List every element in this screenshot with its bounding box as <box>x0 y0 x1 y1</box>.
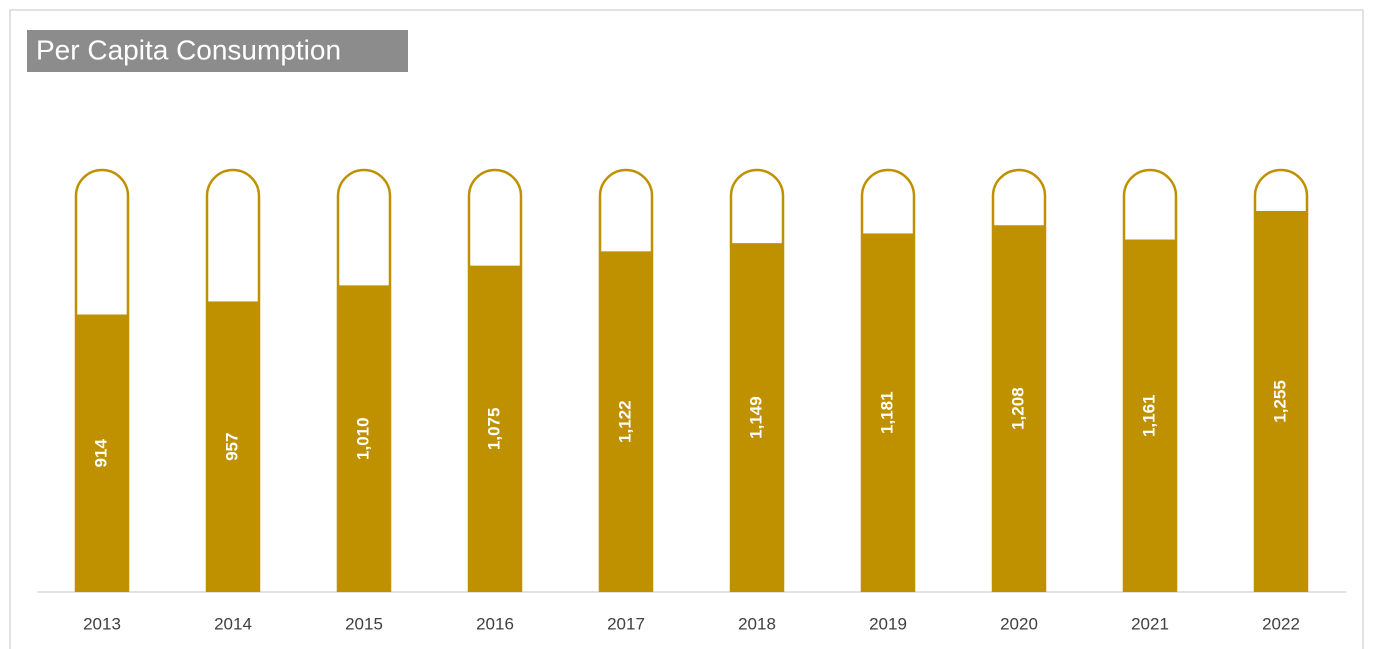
x-tick-label: 2021 <box>1131 614 1169 633</box>
capsule-outline <box>991 168 1047 592</box>
capsule-outline <box>336 168 392 592</box>
value-label: 1,075 <box>484 408 503 451</box>
title-box <box>27 30 408 72</box>
x-tick-label: 2022 <box>1262 614 1300 633</box>
x-tick-label: 2015 <box>345 614 383 633</box>
bar <box>1124 239 1176 592</box>
value-label: 1,208 <box>1008 387 1027 430</box>
value-label: 1,161 <box>1139 394 1158 437</box>
bar <box>993 225 1045 592</box>
capsule-outline <box>1122 168 1178 592</box>
bar <box>862 233 914 593</box>
x-tick-label: 2019 <box>869 614 907 633</box>
bar <box>207 301 259 592</box>
bar <box>338 285 390 592</box>
bar <box>1255 210 1307 593</box>
bar <box>600 251 652 593</box>
capsule-outline <box>860 168 916 592</box>
bar <box>731 243 783 592</box>
x-tick-label: 2018 <box>738 614 776 633</box>
x-tick-label: 2017 <box>607 614 645 633</box>
capsule-outline <box>467 168 523 592</box>
x-tick-label: 2016 <box>476 614 514 633</box>
bar <box>469 265 521 592</box>
value-label: 1,149 <box>746 396 765 439</box>
x-tick-label: 2014 <box>214 614 252 633</box>
value-label: 1,010 <box>353 417 372 460</box>
value-label: 1,181 <box>877 391 896 434</box>
bar <box>76 314 128 592</box>
x-tick-label: 2013 <box>83 614 121 633</box>
value-label: 957 <box>222 433 241 461</box>
x-tick-label: 2020 <box>1000 614 1038 633</box>
capsule-outline <box>598 168 654 592</box>
frame <box>9 9 1364 649</box>
capsule-outline <box>205 168 261 592</box>
capsule-outline <box>729 168 785 592</box>
capsule-outline <box>74 168 130 592</box>
value-label: 914 <box>91 439 110 468</box>
capsule-outline <box>1253 168 1309 592</box>
value-label: 1,122 <box>615 400 634 443</box>
chart-title: Per Capita Consumption <box>36 34 341 65</box>
value-label: 1,255 <box>1270 380 1289 423</box>
